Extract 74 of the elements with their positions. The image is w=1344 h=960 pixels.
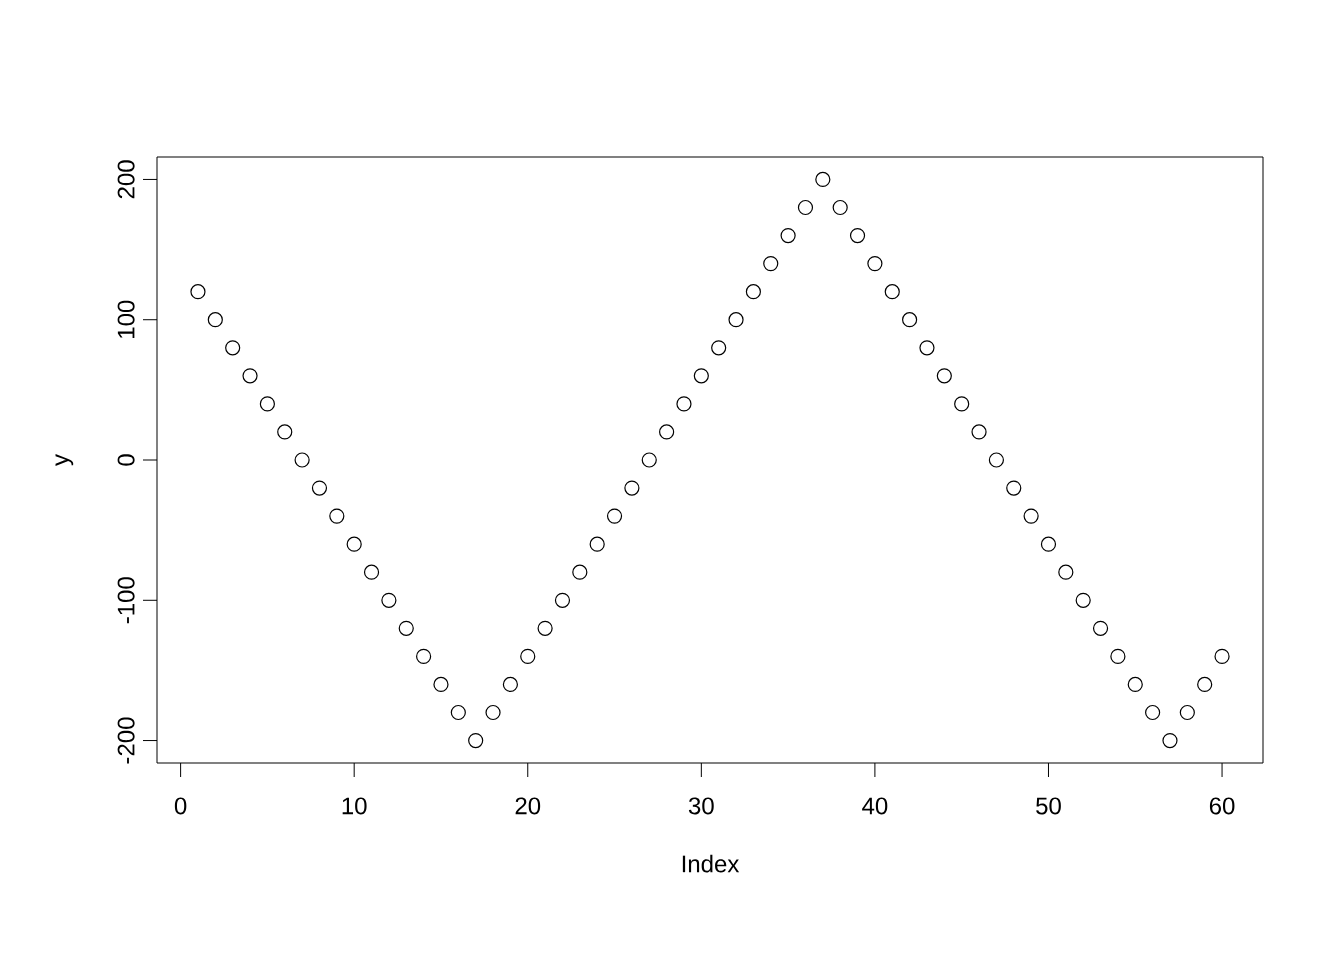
point	[207, 312, 223, 328]
point	[693, 368, 709, 384]
point	[346, 536, 362, 552]
y-tick-label: -200	[117, 717, 135, 764]
point	[190, 284, 206, 300]
x-tick-label: 50	[1036, 797, 1061, 815]
point	[832, 199, 848, 216]
point	[988, 452, 1004, 468]
point	[624, 480, 640, 496]
point	[884, 284, 900, 300]
point	[1214, 648, 1230, 664]
point	[242, 368, 258, 384]
point	[294, 452, 310, 468]
point	[1058, 564, 1074, 580]
y-tick-label: 100	[117, 300, 135, 338]
point	[1197, 676, 1213, 693]
point	[1092, 620, 1109, 636]
x-tick-label: 20	[515, 797, 541, 815]
point	[468, 732, 484, 749]
point	[329, 508, 345, 524]
y-tick-label: 200	[117, 160, 135, 199]
point	[520, 648, 536, 664]
point	[797, 199, 814, 216]
point	[745, 284, 761, 300]
point	[225, 340, 241, 356]
point	[936, 368, 952, 384]
point	[485, 704, 501, 721]
point	[902, 312, 918, 328]
y-tick-label: -100	[117, 577, 135, 624]
point	[502, 676, 518, 693]
point	[1127, 676, 1143, 693]
point	[1110, 648, 1126, 664]
point	[381, 592, 397, 608]
point	[763, 256, 779, 272]
point	[1145, 704, 1161, 721]
point	[537, 620, 553, 636]
point	[589, 536, 605, 552]
point	[311, 480, 328, 496]
point	[659, 424, 675, 440]
point	[849, 227, 866, 244]
point	[1075, 592, 1091, 608]
y-tick-label: 0	[117, 454, 135, 466]
point	[971, 424, 987, 440]
point	[780, 227, 796, 244]
point	[259, 396, 275, 412]
point	[1023, 508, 1039, 524]
point	[1040, 536, 1057, 552]
point	[1006, 480, 1022, 496]
point	[728, 312, 744, 328]
point	[711, 340, 727, 356]
point	[919, 340, 935, 356]
y-axis-title: y	[55, 454, 74, 466]
point	[606, 508, 623, 524]
x-tick-label: 40	[862, 797, 888, 815]
point	[572, 564, 588, 580]
x-tick-label: 60	[1209, 797, 1235, 815]
point	[1162, 732, 1178, 749]
x-tick-label: 10	[342, 797, 367, 815]
point	[398, 620, 414, 636]
x-tick-label: 30	[688, 797, 714, 815]
point	[433, 676, 449, 693]
point	[867, 256, 883, 272]
point	[277, 424, 293, 440]
point	[641, 452, 657, 468]
x-tick-label: 0	[174, 797, 187, 815]
point	[1179, 704, 1195, 721]
point	[363, 564, 380, 580]
point	[954, 396, 970, 412]
point	[416, 648, 432, 664]
point	[676, 396, 692, 412]
point	[450, 704, 466, 721]
point	[815, 171, 831, 188]
x-axis-title: Index	[682, 854, 740, 873]
point	[554, 592, 571, 608]
